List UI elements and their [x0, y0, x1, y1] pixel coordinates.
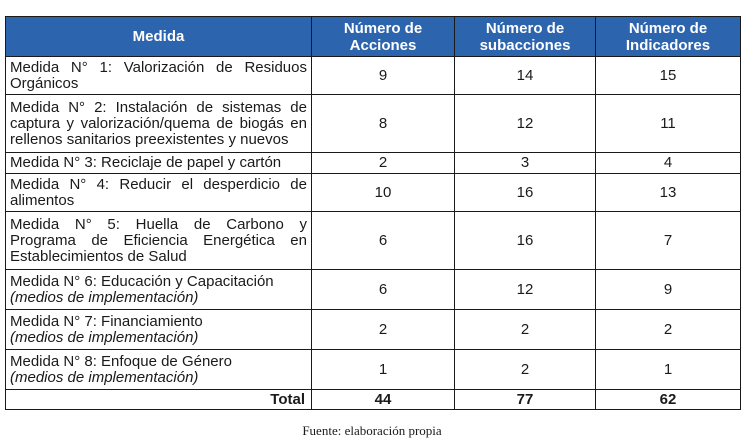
acciones-cell: 6: [311, 211, 455, 270]
table-row: Medida N° 4: Reducir el desperdicio de a…: [5, 173, 741, 212]
measure-label: Medida N° 2: Instalación de sistemas de …: [10, 98, 307, 148]
measure-name: Medida N° 3: Reciclaje de papel y cartón: [5, 152, 312, 174]
table-row: Medida N° 5: Huella de Carbono y Program…: [5, 211, 741, 270]
measure-sublabel: (medios de implementación): [10, 288, 199, 306]
total-subacciones: 77: [454, 389, 596, 410]
measure-label: Medida N° 8: Enfoque de Género: [10, 352, 232, 370]
measure-label: Medida N° 3: Reciclaje de papel y cartón: [10, 154, 282, 171]
measure-name: Medida N° 7: Financiamiento (medios de im…: [5, 309, 312, 350]
indicadores-cell: 1: [595, 349, 741, 390]
measure-label: Medida N° 6: Educación y Capacitación: [10, 272, 274, 290]
table-row: Medida N° 1: Valorización de Residuos Or…: [5, 56, 741, 95]
subacciones-cell: 16: [454, 173, 596, 212]
subacciones-cell: 16: [454, 211, 596, 270]
measure-name: Medida N° 8: Enfoque de Género (medios de…: [5, 349, 312, 390]
header-row: Medida Número de Acciones Número de suba…: [5, 16, 741, 57]
table-row: Medida N° 2: Instalación de sistemas de …: [5, 94, 741, 153]
total-indicadores: 62: [595, 389, 741, 410]
measure-name: Medida N° 2: Instalación de sistemas de …: [5, 94, 312, 153]
source-caption: Fuente: elaboración propia: [302, 423, 442, 438]
measure-name: Medida N° 6: Educación y Capacitación (me…: [5, 269, 312, 310]
header-acciones: Número de Acciones: [311, 16, 455, 57]
total-acciones: 44: [311, 389, 455, 410]
measure-sublabel: (medios de implementación): [10, 368, 199, 386]
measure-label: Medida N° 5: Huella de Carbono y Program…: [10, 215, 307, 265]
measure-label: Medida N° 4: Reducir el desperdicio de a…: [10, 175, 307, 209]
acciones-cell: 9: [311, 56, 455, 95]
subacciones-cell: 2: [454, 349, 596, 390]
acciones-cell: 1: [311, 349, 455, 390]
measure-label: Medida N° 7: Financiamiento: [10, 312, 203, 330]
table-row: Medida N° 6: Educación y Capacitación (me…: [5, 269, 741, 310]
subacciones-cell: 12: [454, 94, 596, 153]
measure-name: Medida N° 4: Reducir el desperdicio de a…: [5, 173, 312, 212]
acciones-cell: 2: [311, 152, 455, 174]
subacciones-cell: 14: [454, 56, 596, 95]
subacciones-cell: 12: [454, 269, 596, 310]
acciones-cell: 8: [311, 94, 455, 153]
acciones-cell: 6: [311, 269, 455, 310]
total-label: Total: [5, 389, 312, 410]
header-subacciones: Número de subacciones: [454, 16, 596, 57]
total-row: Total 44 77 62: [5, 389, 741, 410]
indicadores-cell: 2: [595, 309, 741, 350]
indicadores-cell: 7: [595, 211, 741, 270]
subacciones-cell: 2: [454, 309, 596, 350]
header-indicadores: Número de Indicadores: [595, 16, 741, 57]
measure-name: Medida N° 1: Valorización de Residuos Or…: [5, 56, 312, 95]
table-row: Medida N° 7: Financiamiento (medios de im…: [5, 309, 741, 350]
table-row: Medida N° 3: Reciclaje de papel y cartón…: [5, 152, 741, 174]
acciones-cell: 2: [311, 309, 455, 350]
measure-sublabel: (medios de implementación): [10, 328, 199, 346]
indicadores-cell: 15: [595, 56, 741, 95]
measure-label: Medida N° 1: Valorización de Residuos Or…: [10, 58, 307, 92]
measure-name: Medida N° 5: Huella de Carbono y Program…: [5, 211, 312, 270]
subacciones-cell: 3: [454, 152, 596, 174]
indicadores-cell: 13: [595, 173, 741, 212]
acciones-cell: 10: [311, 173, 455, 212]
header-medida: Medida: [5, 16, 312, 57]
measures-table: Medida Número de Acciones Número de suba…: [5, 16, 741, 410]
table-row: Medida N° 8: Enfoque de Género (medios de…: [5, 349, 741, 390]
indicadores-cell: 11: [595, 94, 741, 153]
indicadores-cell: 4: [595, 152, 741, 174]
indicadores-cell: 9: [595, 269, 741, 310]
